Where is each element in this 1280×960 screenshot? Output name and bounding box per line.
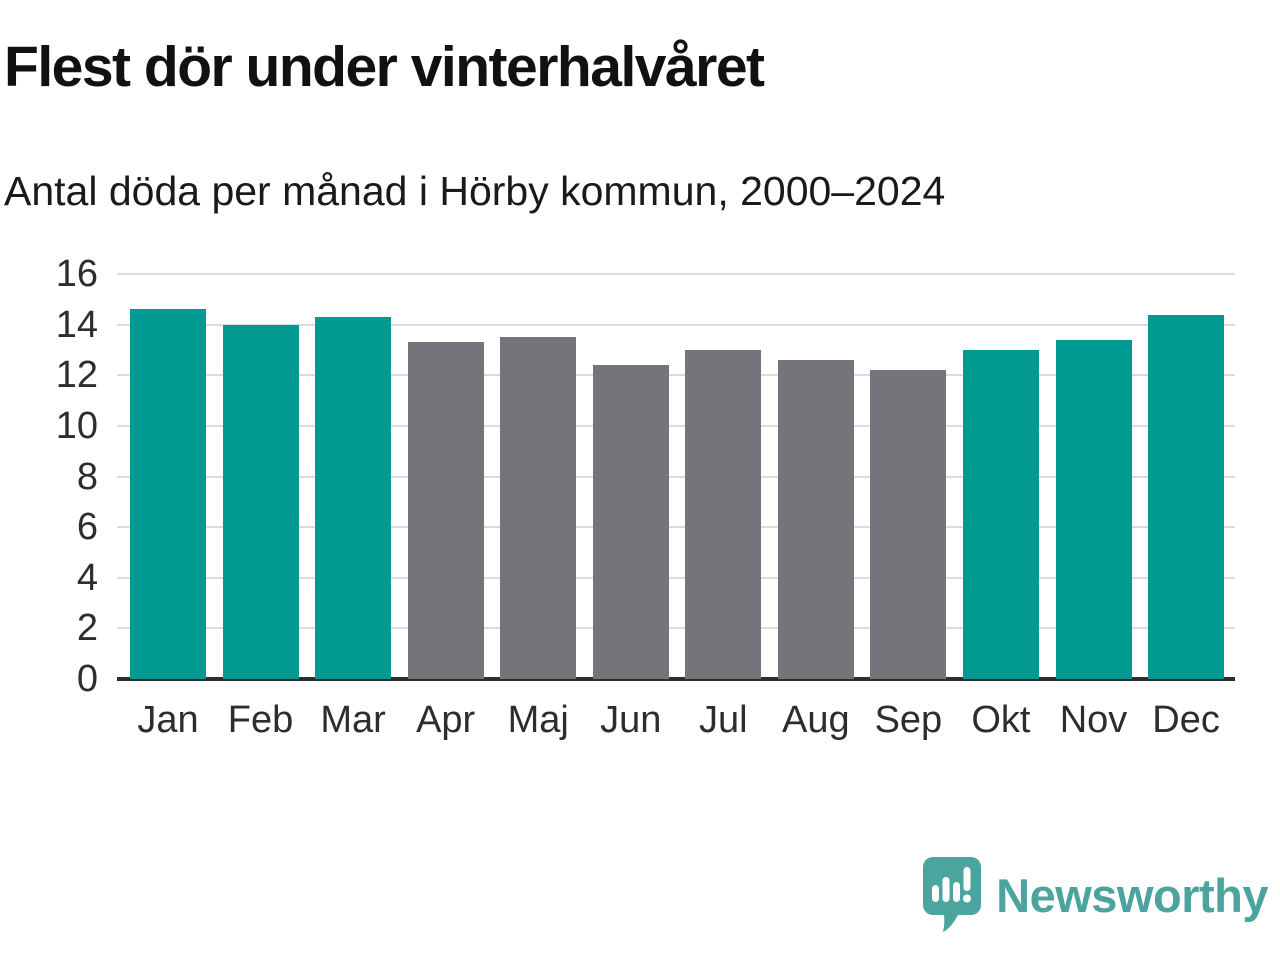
x-tick-label-sep: Sep [874,699,943,741]
grid-line-8 [117,475,1235,478]
bar-apr [407,342,484,679]
y-tick-label-16: 16 [55,253,98,295]
x-tick-label-dec: Dec [1152,699,1220,741]
y-tick-label-14: 14 [55,303,98,346]
bar-feb [222,324,299,679]
grid-line-12 [117,374,1235,377]
x-tick-label-mar: Mar [320,699,386,741]
y-tick-label-8: 8 [76,455,98,498]
grid-line-6 [117,526,1235,529]
x-tick-label-maj: Maj [507,699,569,741]
logo-wordmark: Newsworthy [996,868,1268,922]
x-tick-label-nov: Nov [1059,699,1128,741]
y-tick-label-12: 12 [55,354,98,397]
x-axis: Jan Feb Mar Apr Maj Jun Jul Aug Sep Okt Nov Dec [0,699,1280,750]
y-tick-label-2: 2 [76,607,98,650]
bar-nov [1055,339,1132,679]
y-tick-label-4: 4 [76,556,98,599]
bar-maj [500,337,577,679]
bar-jan [130,309,206,679]
grid-line-10 [117,424,1235,427]
x-tick-label-jul: Jul [699,699,748,741]
chart-subtitle: Antal döda per månad i Hörby kommun, 200… [4,168,946,214]
newsworthy-speech-bubble-chart-icon [923,857,982,932]
y-tick-label-0: 0 [76,658,98,700]
chart-title: Flest dör under vinterhalvåret [4,35,765,99]
branding: Newsworthy [922,856,1268,934]
y-tick-label-6: 6 [76,506,98,549]
grid-line-14 [117,323,1235,326]
x-tick-label-jun: Jun [600,699,662,741]
x-tick-label-jan: Jan [137,699,199,741]
grid-line-16 [117,273,1235,275]
x-tick-label-feb: Feb [227,699,294,741]
x-tick-label-aug: Aug [782,699,850,741]
bar-okt [962,349,1039,679]
bar-mar [315,317,392,679]
bar-jun [592,365,669,679]
x-axis-baseline [117,677,1235,681]
y-tick-label-10: 10 [55,404,98,447]
plot-area [117,273,1235,681]
bar-dec [1148,314,1225,679]
grid-line-4 [117,576,1235,579]
x-tick-label-apr: Apr [416,699,476,741]
grid-line-2 [117,627,1235,630]
y-axis: 0 2 4 6 8 10 12 14 16 [0,255,98,698]
x-tick-label-okt: Okt [971,699,1031,741]
bar-aug [777,360,854,679]
bar-jul [685,349,762,679]
bar-sep [870,370,947,679]
